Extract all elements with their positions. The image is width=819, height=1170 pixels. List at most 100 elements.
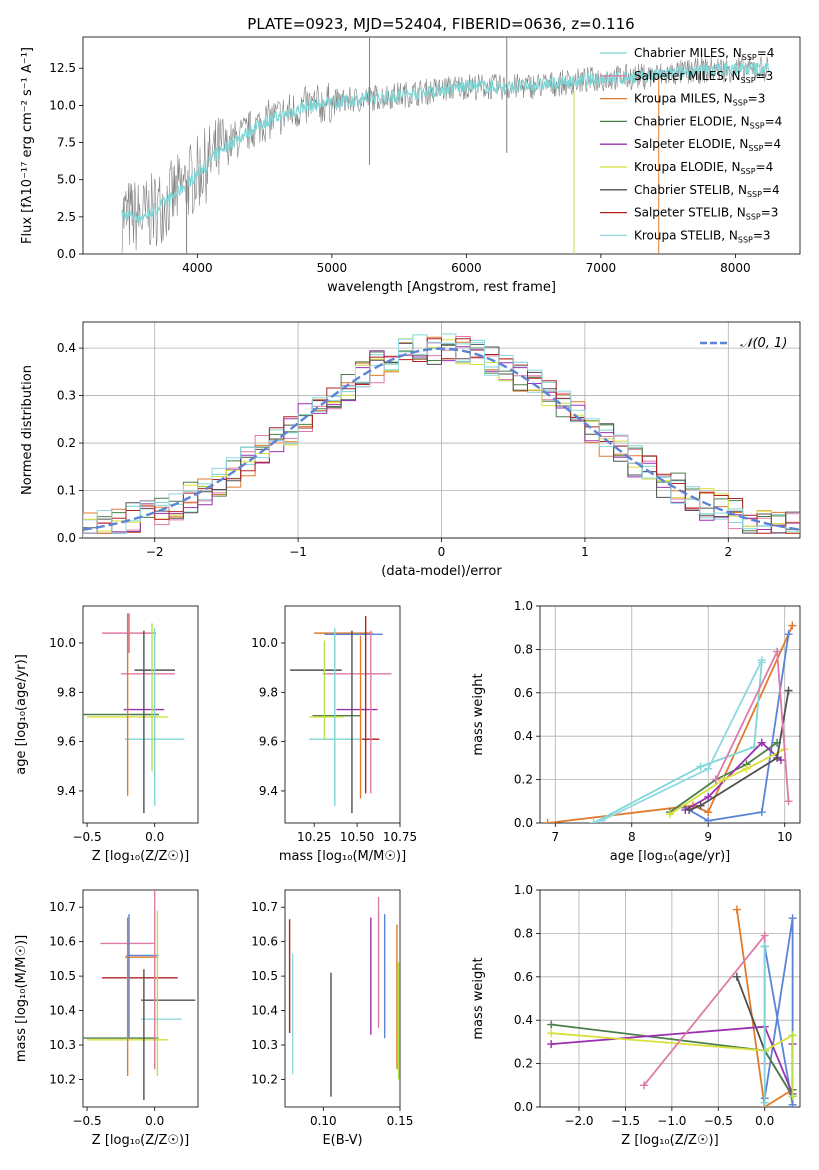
- weight-series: [666, 745, 789, 819]
- plot-frame: [284, 889, 401, 1108]
- data-point-marker: [784, 797, 793, 806]
- legend-subscript: SSP: [741, 167, 756, 176]
- y-tick-label: 0.2: [514, 1057, 533, 1071]
- y-tick-label: 7.5: [57, 136, 76, 150]
- data-point-marker: [732, 972, 741, 981]
- y-tick-label: 10.0: [49, 98, 76, 112]
- x-tick-label: −2: [146, 545, 164, 559]
- data-point-marker: [704, 816, 713, 823]
- y-tick-label: 0.0: [514, 816, 533, 830]
- x-axis-label: Z [log₁₀(Z/Z☉)]: [92, 1133, 189, 1148]
- weight-series: [760, 942, 769, 1107]
- y-tick-label: 0.0: [57, 247, 76, 261]
- y-tick-label: 9.4: [259, 784, 278, 798]
- data-point-marker: [696, 801, 705, 810]
- x-axis-label: mass [log₁₀(M/M☉)]: [279, 849, 406, 864]
- legend-label: Kroupa STELIB, NSSP=3: [634, 228, 771, 244]
- y-tick-label: 10.0: [49, 636, 76, 650]
- residual-histogram-series: [83, 342, 800, 538]
- y-tick-label: 0.6: [514, 686, 533, 700]
- x-axis-label: Z [log₁₀(Z/Z☉)]: [621, 1133, 718, 1148]
- x-tick-label: 10: [777, 830, 792, 844]
- x-axis-label: wavelength [Angstrom, rest frame]: [327, 280, 556, 295]
- weight-plot: [543, 621, 797, 823]
- y-axis-label: mass [log₁₀(M/M☉)]: [14, 935, 29, 1062]
- x-tick-label: −0.5: [704, 1114, 733, 1128]
- y-axis-label: Normed distribution: [20, 365, 35, 495]
- y-axis-label: Flux [fλ10⁻¹⁷ erg cm⁻² s⁻¹ A⁻¹]: [20, 47, 35, 244]
- y-axis-label: age [log₁₀(age/yr)]: [14, 654, 29, 775]
- x-tick-label: 10.25: [297, 830, 331, 844]
- y-tick-label: 10.7: [49, 900, 76, 914]
- legend-label: Kroupa ELODIE, NSSP=4: [634, 160, 773, 176]
- legend-tail: =4: [756, 160, 774, 174]
- legend-tail: =3: [753, 228, 771, 242]
- data-point-marker: [742, 764, 751, 773]
- x-tick-label: −0.5: [72, 1114, 101, 1128]
- x-tick-label: 0.10: [310, 1114, 337, 1128]
- data-point-marker: [547, 1040, 556, 1049]
- x-axis-label: (data-model)/error: [381, 564, 502, 579]
- data-point-marker: [711, 775, 720, 784]
- data-point-marker: [704, 764, 713, 773]
- y-tick-label: 0.0: [514, 1100, 533, 1114]
- errorbar-plot: [288, 896, 400, 1097]
- data-point-marker: [704, 792, 713, 801]
- errorbar-plot: [290, 615, 392, 814]
- data-point-marker: [788, 1092, 797, 1101]
- plot-frame: [539, 889, 801, 1108]
- x-tick-label: −1.0: [657, 1114, 686, 1128]
- legend-tail: =4: [765, 114, 783, 128]
- x-tick-label: 9: [704, 830, 712, 844]
- plot-frame: [82, 36, 801, 255]
- data-point-marker: [547, 1029, 556, 1038]
- x-tick-label: 4000: [182, 261, 213, 275]
- errorbar-point: [101, 613, 157, 653]
- age-mass-panel: 10.25 10.50 10.75 9.4 9.6 9.8 10.0 mass [log₁₀(…: [251, 605, 417, 864]
- y-tick-label: 0.2: [57, 436, 76, 450]
- y-tick-label: 0.1: [57, 484, 76, 498]
- x-axis-label: age [log₁₀(age/yr)]: [610, 849, 731, 864]
- model-spectrum-line: [121, 60, 770, 225]
- data-point-marker: [719, 775, 728, 784]
- data-point-marker: [788, 914, 797, 923]
- legend-label: Salpeter STELIB, NSSP=3: [634, 206, 778, 222]
- y-tick-label: 0.8: [514, 926, 533, 940]
- y-tick-label: 10.0: [251, 636, 278, 650]
- legend-tail: =3: [748, 92, 766, 106]
- x-axis-label: Z [log₁₀(Z/Z☉)]: [92, 849, 189, 864]
- y-tick-label: 1.0: [514, 599, 533, 613]
- residuals-plot: [83, 333, 800, 538]
- data-point-marker: [666, 810, 674, 819]
- y-tick-label: 10.2: [251, 1072, 278, 1086]
- data-point-marker: [704, 808, 713, 817]
- y-tick-label: 9.6: [57, 735, 76, 749]
- weight-series: [760, 914, 797, 1107]
- x-tick-label: 10.50: [340, 830, 374, 844]
- figure-title: PLATE=0923, MJD=52404, FIBERID=0636, z=0…: [247, 15, 634, 33]
- legend-subscript: SSP: [733, 99, 748, 108]
- spectrum-plot: [121, 37, 770, 254]
- x-tick-label: 6000: [451, 261, 482, 275]
- residual-histogram-series: [83, 338, 800, 538]
- data-point-marker: [760, 1098, 769, 1107]
- data-point-marker: [696, 762, 705, 771]
- data-point-marker: [773, 753, 782, 762]
- legend-subscript: SSP: [747, 190, 762, 199]
- data-point-marker: [784, 686, 793, 695]
- y-tick-label: 5.0: [57, 173, 76, 187]
- y-tick-label: 0.8: [514, 642, 533, 656]
- data-point-marker: [757, 738, 766, 747]
- data-point-marker: [773, 647, 782, 656]
- y-tick-label: 10.4: [49, 1004, 76, 1018]
- legend-subscript: SSP: [741, 76, 756, 85]
- data-point-marker: [788, 1031, 797, 1040]
- plot-frame: [539, 605, 801, 824]
- y-tick-label: 0.4: [514, 1013, 533, 1027]
- mass-Z-panel: −0.5 0.0 10.2 10.3 10.4 10.5 10.6 10.7 Z [log₁₀(…: [14, 889, 199, 1148]
- y-tick-label: 9.8: [259, 685, 278, 699]
- legend-tail: =3: [761, 206, 779, 220]
- legend-subscript: SSP: [738, 235, 753, 244]
- data-point-marker: [640, 1081, 648, 1090]
- y-tick-label: 0.6: [514, 970, 533, 984]
